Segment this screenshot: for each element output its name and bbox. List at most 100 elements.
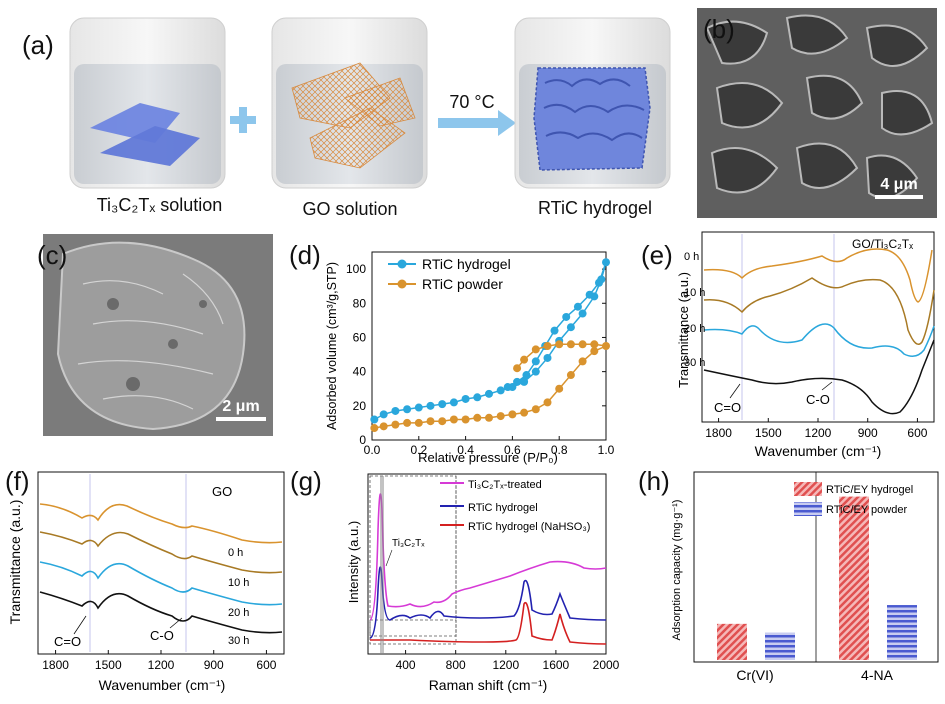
chart-d-point xyxy=(590,347,599,356)
chart-h-cat-0: Cr(VI) xyxy=(736,667,773,683)
panel-label-e: (e) xyxy=(641,240,673,270)
chart-d-ytick: 80 xyxy=(353,296,367,310)
panel-a-schematic xyxy=(69,17,671,189)
chart-f-xlabel: Wavenumber (cm⁻¹) xyxy=(99,677,226,693)
chart-e-xlabel: Wavenumber (cm⁻¹) xyxy=(755,443,882,459)
chart-d-point xyxy=(473,393,482,402)
chart-d-point xyxy=(566,340,575,349)
chart-d-point xyxy=(485,389,493,398)
chart-e-series-0h xyxy=(703,248,933,303)
chart-d-point xyxy=(555,384,564,393)
chart-d-point xyxy=(403,405,412,414)
chart-d-point xyxy=(513,377,522,386)
sem-image-b xyxy=(697,8,937,218)
chart-f: GO 0 h 10 h 20 h 30 h C=O C-O 1800 1500 12… xyxy=(7,471,285,693)
f-ticks-label: 1500 xyxy=(95,658,122,672)
chart-h-bar xyxy=(717,623,747,660)
chart-d-point xyxy=(438,417,447,426)
panel-label-b: (b) xyxy=(703,14,735,44)
chart-e-label-10h: 10 h xyxy=(684,287,705,299)
chart-d-xtick: 0.8 xyxy=(551,443,568,457)
scale-label-c: 2 μm xyxy=(222,398,260,415)
chart-d-point xyxy=(379,422,388,431)
chart-d-xtick: 0.2 xyxy=(410,443,427,457)
g-ticks-label: 800 xyxy=(446,658,466,672)
chart-f-xticks: 1800 1500 1200 900 600 xyxy=(42,650,277,672)
chart-f-label-30h: 30 h xyxy=(228,635,249,647)
chart-d-xtick: 1.0 xyxy=(598,443,615,457)
chart-d-point xyxy=(503,383,512,392)
chart-g-series-nahso3 xyxy=(370,601,607,645)
chart-d-point xyxy=(594,278,603,287)
e-ticks-label: 900 xyxy=(858,426,878,440)
chart-d-ytick: 0 xyxy=(359,433,366,447)
chart-h-ylabel: Adsorption capacity (mg·g⁻¹) xyxy=(671,500,683,641)
legend-d-powder: RTiC powder xyxy=(422,276,503,292)
chart-d-point xyxy=(578,340,587,349)
panel-label-f: (f) xyxy=(5,466,30,496)
chart-d-point xyxy=(414,418,423,427)
scale-bar-b: 4 μm xyxy=(875,176,923,199)
chart-d-ytick: 20 xyxy=(353,399,367,413)
arrow-icon xyxy=(438,110,516,136)
legend-g-hydrogel: RTiC hydrogel xyxy=(468,502,538,514)
chart-g-ylabel: Intensity (a.u.) xyxy=(346,521,361,603)
chart-e: GO/Ti₃C₂Tₓ 0 h 10 h 20 h 30 h C=O C-O 18… xyxy=(676,231,935,459)
chart-f-series-20h xyxy=(39,561,283,606)
chart-d-point xyxy=(602,258,610,267)
chart-d-point xyxy=(403,418,412,427)
e-ticks-label: 1200 xyxy=(805,426,832,440)
scale-bar-c: 2 μm xyxy=(216,398,266,421)
beaker-3-label: RTiC hydrogel xyxy=(537,198,653,218)
panel-label-h: (h) xyxy=(638,466,670,496)
beaker-3 xyxy=(514,17,671,189)
chart-d-point xyxy=(585,290,594,299)
chart-f-ylabel: Transmittance (a.u.) xyxy=(7,500,23,625)
chart-e-series-10h xyxy=(703,277,935,345)
beaker-2-label: GO solution xyxy=(302,199,398,219)
chart-g-xlabel: Raman shift (cm⁻¹) xyxy=(429,677,548,693)
legend-g-treated: Ti₃C₂Tₓ-treated xyxy=(468,479,542,491)
scale-label-b: 4 μm xyxy=(880,176,918,193)
chart-d-ytick: 60 xyxy=(353,330,367,344)
chart-f-label-20h: 20 h xyxy=(228,607,249,619)
chart-d-point xyxy=(461,415,470,424)
chart-d-point xyxy=(461,394,470,403)
sem-image-c xyxy=(43,234,273,436)
panel-label-c: (c) xyxy=(37,240,68,270)
chart-h: RTiC/EY hydrogel RTiC/EY powder Cr(VI) 4… xyxy=(671,471,939,683)
chart-e-annot-co: C=O xyxy=(714,400,741,415)
chart-d-point xyxy=(566,371,575,380)
legend-h-powder: RTiC/EY powder xyxy=(826,504,907,516)
panel-label-g: (g) xyxy=(290,466,322,496)
chart-d-series xyxy=(370,258,610,433)
chart-g: Ti₃C₂Tₓ-treated RTiC hydrogel RTiC hydro… xyxy=(346,473,620,693)
chart-d-point xyxy=(438,400,447,409)
g-ticks-label: 2000 xyxy=(593,658,620,672)
beaker-2 xyxy=(271,17,428,189)
chart-d-point xyxy=(543,342,552,350)
chart-d-point xyxy=(520,355,529,364)
chart-d-point xyxy=(543,398,552,407)
legend-g-nahso3: RTiC hydrogel (NaHSO₃) xyxy=(468,521,590,533)
chart-h-bar xyxy=(765,632,795,660)
chart-g-xticks: 400 800 1200 1600 2000 xyxy=(396,650,620,672)
chart-d-point xyxy=(414,403,423,412)
chart-d-point xyxy=(555,340,564,349)
chart-d-point xyxy=(531,345,540,354)
chart-e-label-30h: 30 h xyxy=(684,357,705,369)
chart-d-xlabel: Relative pressure (P/P₀) xyxy=(418,450,558,465)
chart-d-point xyxy=(520,408,529,417)
chart-d-point xyxy=(496,412,505,421)
g-ticks-label: 1200 xyxy=(492,658,519,672)
chart-d-point xyxy=(379,410,388,419)
f-ticks-label: 900 xyxy=(204,658,224,672)
chart-h-bars xyxy=(717,496,917,660)
chart-d-point xyxy=(531,357,540,366)
chart-d-point xyxy=(573,302,582,311)
chart-d-xtick: 0.6 xyxy=(504,443,521,457)
chart-f-series-30h xyxy=(39,591,283,634)
chart-g-series-hydrogel xyxy=(369,566,607,639)
g-ticks-label: 400 xyxy=(396,658,416,672)
chart-e-xticks: 1800 1500 1200 900 600 xyxy=(705,418,928,440)
